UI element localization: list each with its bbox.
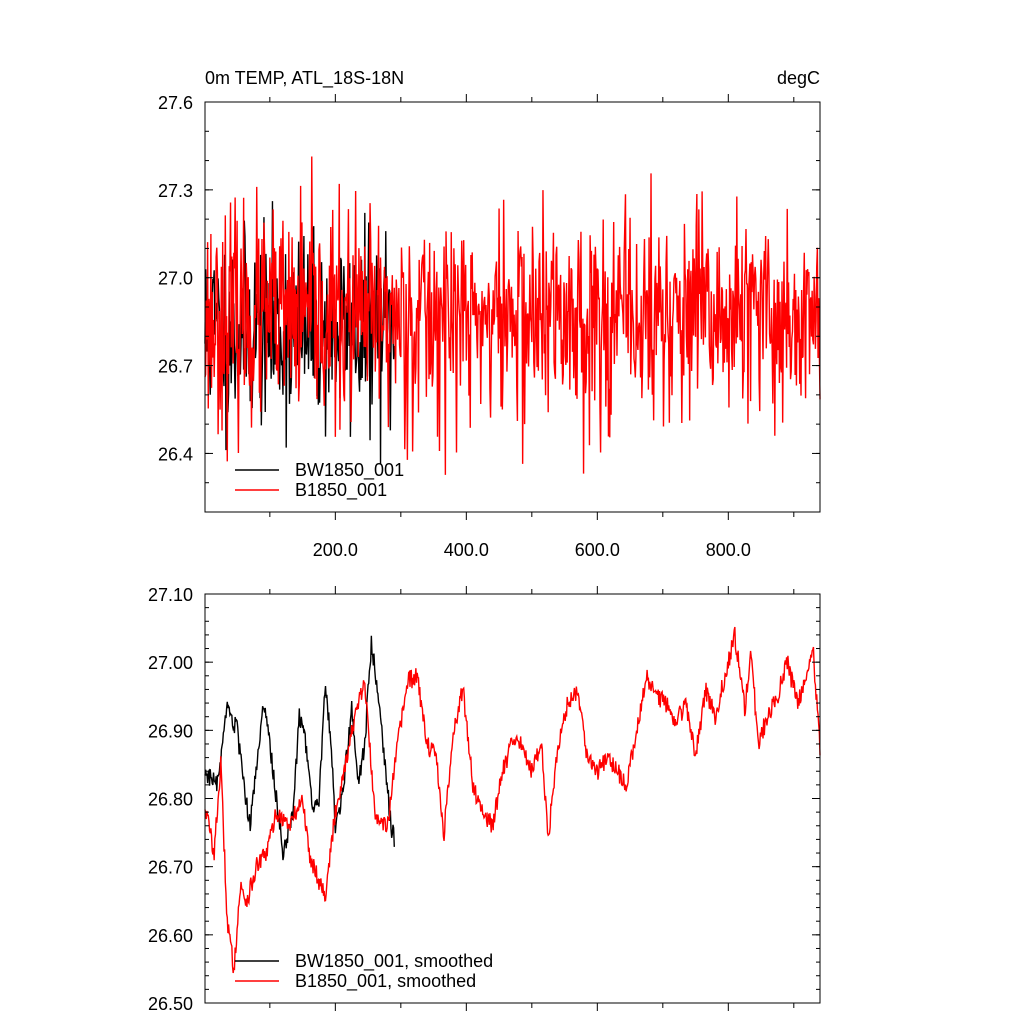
x-tick-label: 200.0: [313, 540, 358, 560]
series-line-0: [204, 635, 395, 861]
y-tick-label: 26.7: [158, 357, 193, 377]
top-panel-units: degC: [777, 68, 820, 88]
y-tick-label: 27.3: [158, 181, 193, 201]
legend-label: B1850_001: [295, 480, 387, 501]
top-panel: 0m TEMP, ATL_18S-18N degC 26.4 26.7 27.0 27…: [158, 68, 821, 560]
legend-label: BW1850_001: [295, 460, 404, 481]
legend-label: BW1850_001, smoothed: [295, 951, 493, 972]
y-tick-label: 27.6: [158, 93, 193, 113]
series-line-1: [204, 626, 821, 974]
y-tick-label: 27.10: [148, 585, 193, 605]
series-line-1: [204, 156, 821, 475]
x-tick-label: 400.0: [444, 540, 489, 560]
y-tick-label: 26.90: [148, 721, 193, 741]
y-tick-label: 26.50: [148, 994, 193, 1014]
y-tick-label: 26.80: [148, 790, 193, 810]
legend-label: B1850_001, smoothed: [295, 971, 476, 992]
y-tick-label: 26.4: [158, 444, 193, 464]
top-panel-title: 0m TEMP, ATL_18S-18N: [205, 68, 404, 89]
plot-frame: [204, 593, 821, 1004]
bottom-panel: 26.50 26.60 26.70 26.80 26.90 27.00 27.10 BW18…: [148, 585, 821, 1014]
y-tick-label: 26.60: [148, 926, 193, 946]
y-tick-label: 27.0: [158, 269, 193, 289]
y-tick-label: 26.70: [148, 858, 193, 878]
y-tick-label: 27.00: [148, 653, 193, 673]
x-tick-label: 600.0: [575, 540, 620, 560]
x-tick-label: 800.0: [706, 540, 751, 560]
